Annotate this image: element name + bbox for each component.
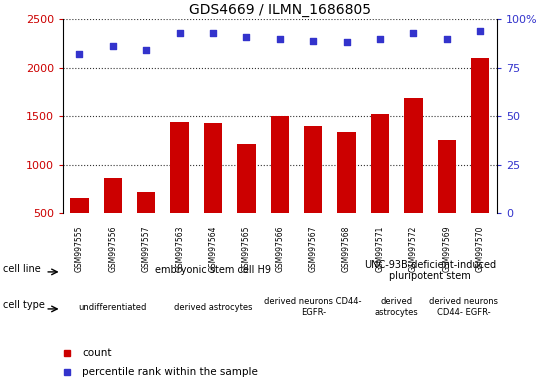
Point	[409, 30, 418, 36]
Text: embryonic stem cell H9: embryonic stem cell H9	[155, 265, 271, 275]
Point	[109, 43, 117, 50]
Text: count: count	[82, 348, 112, 358]
Bar	[170, 122, 189, 262]
Text: GSM997565: GSM997565	[242, 226, 251, 273]
Text: UNC-93B-deficient-induced
pluripotent stem: UNC-93B-deficient-induced pluripotent st…	[364, 260, 496, 281]
Bar	[404, 98, 423, 262]
Bar	[304, 126, 322, 262]
Text: GSM997567: GSM997567	[308, 226, 318, 273]
Point	[476, 28, 484, 34]
Bar	[238, 144, 256, 262]
Text: GSM997568: GSM997568	[342, 226, 351, 272]
Text: GSM997557: GSM997557	[142, 226, 151, 273]
Point	[175, 30, 184, 36]
Text: GSM997572: GSM997572	[409, 226, 418, 272]
Text: GSM997571: GSM997571	[376, 226, 384, 272]
Text: GSM997569: GSM997569	[442, 226, 452, 273]
Title: GDS4669 / ILMN_1686805: GDS4669 / ILMN_1686805	[189, 3, 371, 17]
Point	[342, 40, 351, 46]
Text: GSM997564: GSM997564	[209, 226, 217, 273]
Point	[376, 36, 384, 42]
Bar	[437, 141, 456, 262]
Text: derived
astrocytes: derived astrocytes	[375, 298, 419, 317]
Text: cell line: cell line	[3, 264, 41, 274]
Point	[442, 36, 451, 42]
Point	[209, 30, 217, 36]
Text: GSM997563: GSM997563	[175, 226, 184, 273]
Bar	[371, 114, 389, 262]
Point	[309, 38, 318, 44]
Text: GSM997566: GSM997566	[275, 226, 284, 273]
Text: percentile rank within the sample: percentile rank within the sample	[82, 367, 258, 377]
Point	[276, 36, 284, 42]
Text: GSM997555: GSM997555	[75, 226, 84, 273]
Text: GSM997556: GSM997556	[108, 226, 117, 273]
Text: derived neurons CD44-
EGFR-: derived neurons CD44- EGFR-	[264, 298, 362, 317]
Bar	[271, 116, 289, 262]
Bar	[137, 192, 156, 262]
Bar	[70, 198, 88, 262]
Point	[75, 51, 84, 57]
Point	[142, 47, 151, 53]
Bar	[471, 58, 489, 262]
Text: derived neurons
CD44- EGFR-: derived neurons CD44- EGFR-	[429, 298, 498, 317]
Bar	[337, 132, 356, 262]
Bar	[104, 178, 122, 262]
Text: GSM997570: GSM997570	[476, 226, 485, 273]
Bar	[204, 123, 222, 262]
Text: cell type: cell type	[3, 300, 45, 311]
Point	[242, 33, 251, 40]
Text: undifferentiated: undifferentiated	[79, 303, 147, 312]
Text: derived astrocytes: derived astrocytes	[174, 303, 252, 312]
